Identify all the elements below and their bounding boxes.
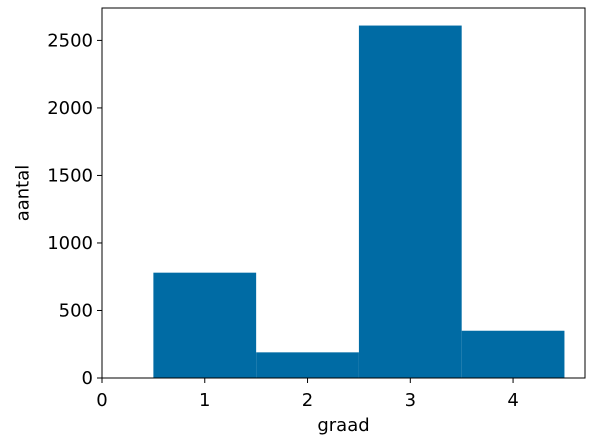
x-tick-label-3: 3 (405, 390, 416, 411)
bars-group (153, 25, 565, 378)
plot-frame (101, 7, 586, 379)
bar-1 (153, 272, 257, 378)
x-tick-label-1: 1 (199, 390, 210, 411)
bar-2 (256, 352, 359, 378)
y-tick-label-1000: 1000 (47, 233, 93, 254)
y-tick-label-500: 500 (59, 300, 93, 321)
y-tick-label-0: 0 (82, 368, 93, 389)
bar-3 (358, 25, 462, 378)
ticks-group (97, 39, 514, 383)
y-tick-label-2000: 2000 (47, 98, 93, 119)
y-tick-label-1500: 1500 (47, 165, 93, 186)
x-tick-label-4: 4 (507, 390, 518, 411)
y-axis-label: aantal (12, 165, 33, 222)
x-axis-label: graad (317, 415, 369, 436)
tick-labels-group: 0 1 2 3 4 0 500 1000 1500 2000 2500 (47, 30, 519, 411)
bar-4 (461, 330, 565, 378)
x-tick-label-2: 2 (302, 390, 313, 411)
x-tick-label-0: 0 (96, 390, 107, 411)
y-tick-label-2500: 2500 (47, 30, 93, 51)
